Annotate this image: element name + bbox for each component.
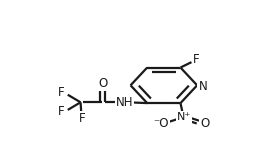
Text: O: O: [200, 117, 210, 130]
Text: ⁻O: ⁻O: [153, 117, 169, 130]
Text: F: F: [193, 53, 199, 67]
Text: N: N: [198, 80, 207, 93]
Text: N⁺: N⁺: [177, 112, 191, 122]
Text: O: O: [98, 77, 108, 90]
Text: F: F: [58, 105, 65, 118]
Text: NH: NH: [115, 95, 133, 109]
Text: F: F: [79, 112, 86, 125]
Text: F: F: [58, 86, 65, 99]
